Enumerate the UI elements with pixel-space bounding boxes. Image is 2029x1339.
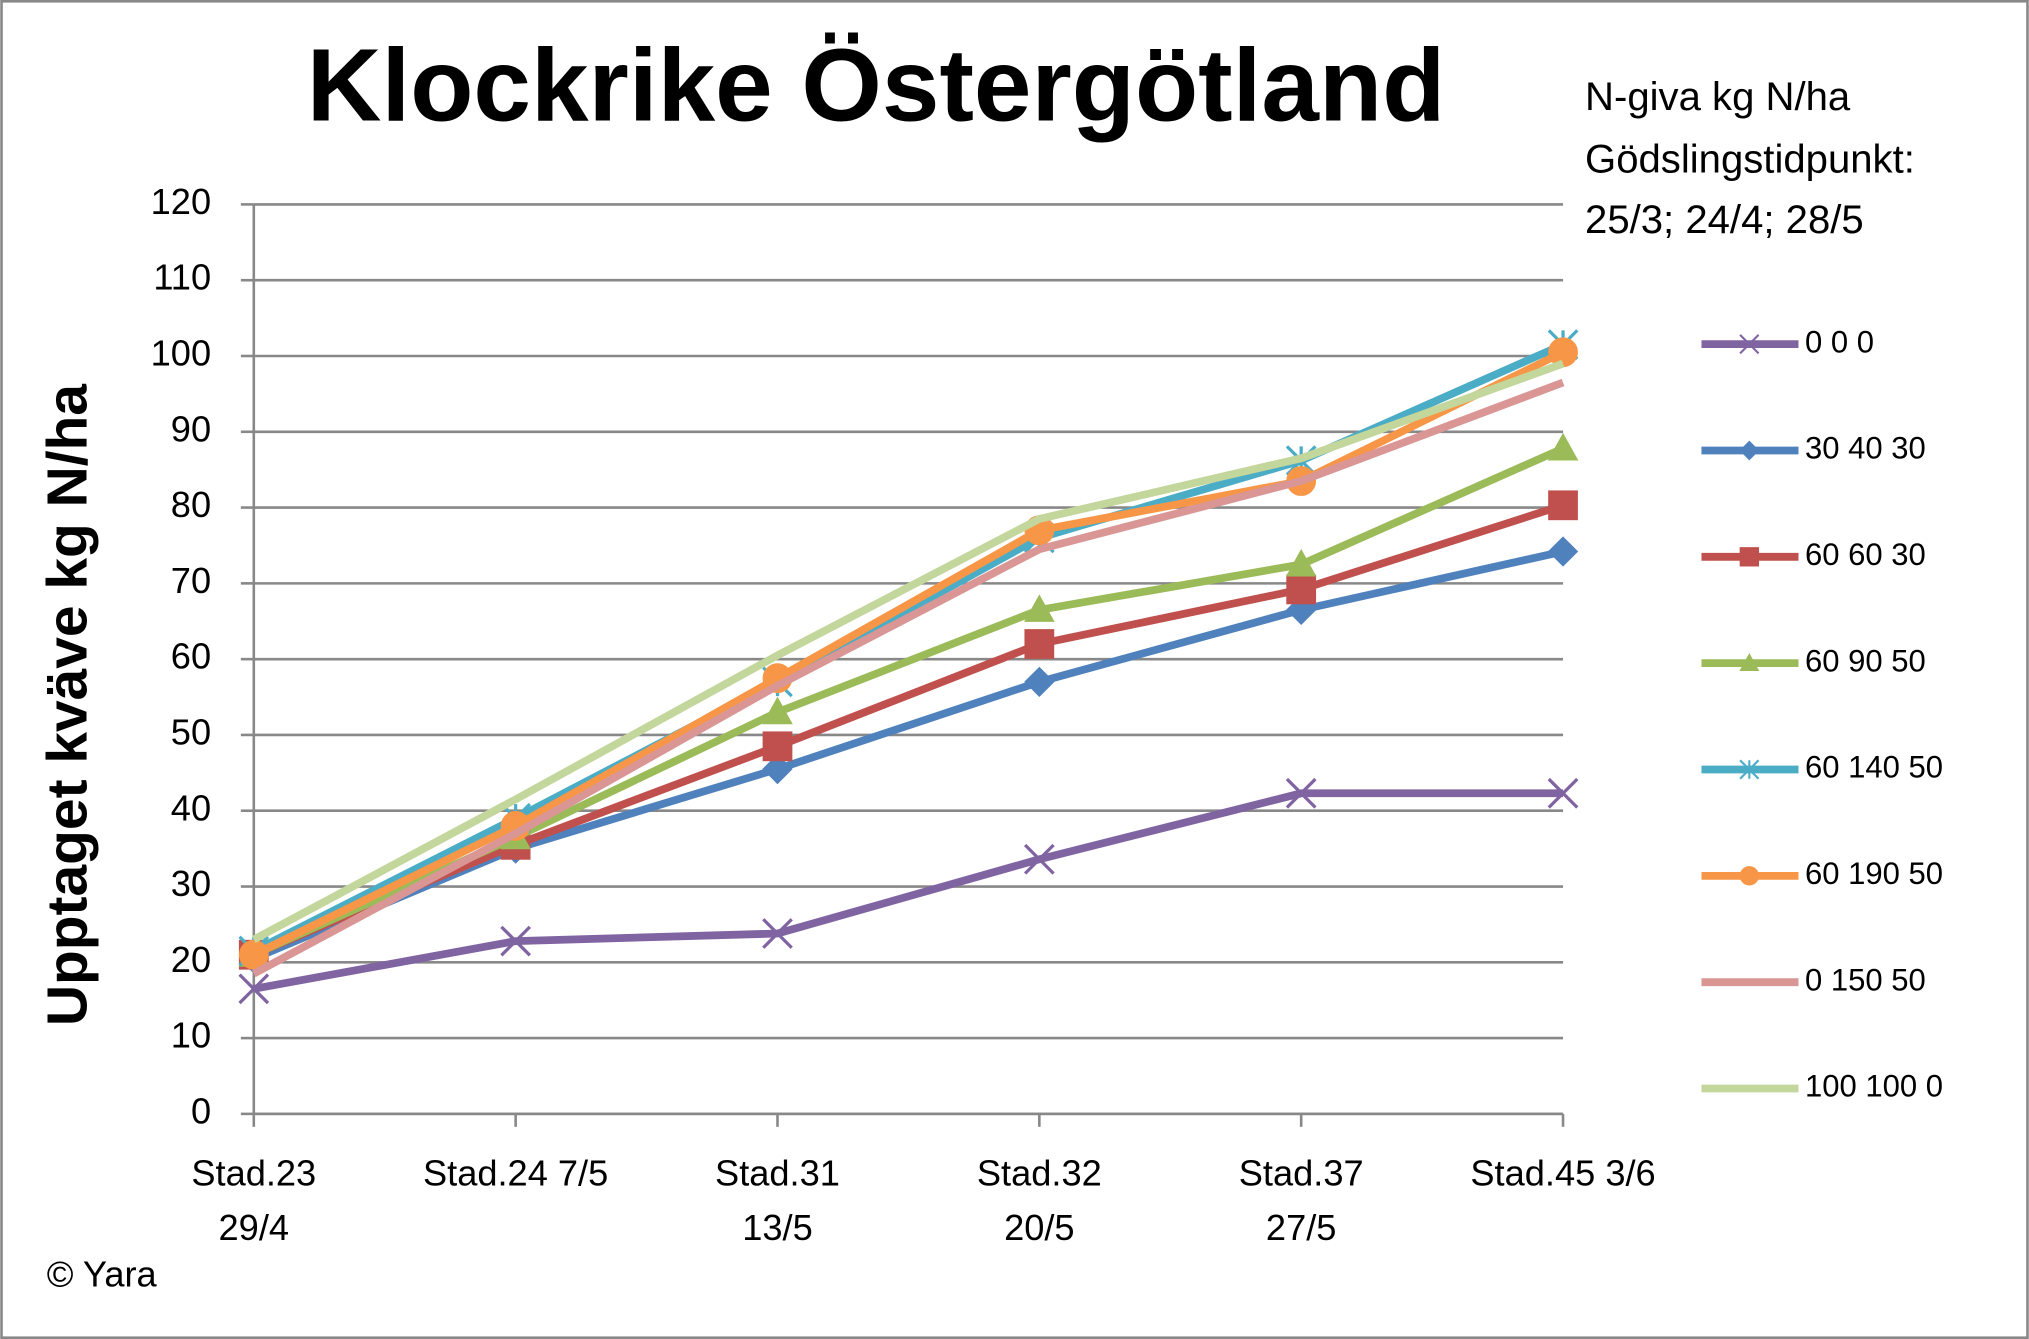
marker: [1285, 548, 1317, 577]
legend-label: 100 100 0: [1805, 1069, 1943, 1104]
series-line: [252, 501, 1565, 959]
series-line: [252, 348, 1565, 959]
marker: [762, 731, 793, 762]
annotation: Gödslingstidpunkt:: [1585, 137, 1915, 181]
y-axis-label: Upptaget kväve kg N/ha: [35, 383, 99, 1026]
marker: [1285, 777, 1317, 809]
x-tick-label: Stad.32: [977, 1153, 1102, 1194]
marker: [1548, 490, 1578, 521]
legend-label: 60 60 30: [1805, 537, 1926, 572]
marker: [1286, 574, 1317, 605]
y-tick-label: 20: [171, 939, 211, 980]
y-tick-label: 50: [171, 712, 211, 753]
x-tick-label: 13/5: [742, 1207, 813, 1248]
marker: [1024, 629, 1055, 659]
marker: [762, 918, 793, 949]
marker: [1739, 653, 1760, 671]
marker: [1547, 432, 1579, 461]
x-tick-label: Stad.23: [191, 1153, 316, 1194]
x-tick-label: Stad.37: [1239, 1153, 1364, 1194]
y-tick-label: 40: [171, 787, 211, 828]
chart-title: Klockrike Östergötland: [307, 26, 1446, 142]
x-tick-label: Stad.24 7/5: [423, 1153, 608, 1194]
marker: [1024, 594, 1055, 622]
series-line: [251, 359, 1565, 943]
marker: [1547, 777, 1579, 809]
y-tick-label: 10: [171, 1015, 211, 1056]
legend-label: 30 40 30: [1805, 431, 1926, 466]
y-tick-label: 30: [171, 863, 211, 904]
marker: [1023, 843, 1055, 875]
series-line: [253, 789, 1564, 993]
legend-label: 60 140 50: [1805, 750, 1943, 785]
y-tick-label: 100: [151, 333, 211, 374]
x-tick-label: 20/5: [1004, 1207, 1075, 1248]
annotation: 25/3; 24/4; 28/5: [1585, 198, 1864, 242]
marker: [1739, 547, 1760, 567]
marker: [1739, 759, 1760, 780]
y-tick-label: 80: [171, 484, 211, 525]
legend-label: 0 150 50: [1805, 962, 1926, 997]
marker: [762, 753, 793, 785]
x-tick-label: Stad.31: [715, 1153, 840, 1194]
marker: [1739, 334, 1760, 355]
y-tick-label: 90: [171, 408, 211, 449]
y-tick-label: 70: [171, 560, 211, 601]
x-tick-label: 29/4: [219, 1207, 290, 1248]
x-tick-label: Stad.45 3/6: [1470, 1153, 1655, 1194]
marker: [238, 973, 270, 1005]
legend-label: 60 90 50: [1805, 643, 1926, 678]
legend-label: 60 190 50: [1805, 856, 1943, 891]
y-tick-label: 0: [191, 1090, 211, 1131]
marker: [1739, 866, 1760, 886]
y-tick-label: 60: [171, 636, 211, 677]
x-tick-label: 27/5: [1266, 1207, 1337, 1248]
marker: [1739, 440, 1760, 461]
annotation: N-giva kg N/ha: [1585, 75, 1851, 119]
series-line: [251, 378, 1565, 978]
marker: [762, 696, 793, 725]
marker: [1024, 666, 1055, 698]
y-tick-label: 120: [151, 181, 211, 222]
legend-label: 0 0 0: [1805, 324, 1874, 359]
y-tick-label: 110: [153, 257, 211, 298]
marker: [238, 939, 269, 970]
marker: [1548, 337, 1578, 368]
source: © Yara: [47, 1253, 158, 1294]
marker: [500, 925, 532, 957]
marker: [1547, 536, 1579, 567]
